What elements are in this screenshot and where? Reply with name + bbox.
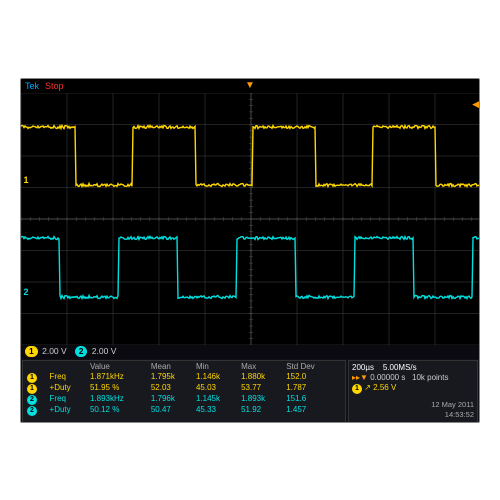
- record-points: 10k points: [412, 373, 448, 382]
- trigger-position-icon: ▼: [245, 80, 255, 91]
- ch2-vdiv: 2.00 V: [92, 346, 117, 356]
- measurement-row: 2Freq1.893kHz1.796k1.145k1.893k151.6: [25, 394, 343, 405]
- brand-label: Tek: [25, 81, 39, 91]
- acquisition-info: 200µs 5.00MS/s ▸▸▼ 0.00000 s 10k points …: [348, 360, 478, 423]
- sample-rate: 5.00MS/s: [383, 363, 417, 372]
- measurement-table: ValueMeanMinMaxStd Dev1Freq1.871kHz1.795…: [22, 360, 346, 423]
- oscilloscope-screen: Tek Stop ▼ 1 2 ◀ 1 2.00 V 2 2.00 V Value: [20, 78, 480, 423]
- ch1-zero-marker: 1: [21, 175, 31, 185]
- trigger-level: 2.56 V: [373, 383, 396, 392]
- delay-value: 0.00000 s: [370, 373, 405, 382]
- trigger-ch-badge: 1: [352, 384, 362, 394]
- date-label: 12 May 2011: [352, 400, 474, 410]
- ch1-vdiv: 2.00 V: [42, 346, 67, 356]
- trigger-level-marker-icon: ◀: [472, 99, 479, 110]
- top-bar: Tek Stop ▼: [21, 79, 479, 93]
- trigger-edge-icon: ↗: [364, 383, 371, 392]
- bottom-section: 1 2.00 V 2 2.00 V ValueMeanMinMaxStd Dev…: [21, 345, 479, 423]
- channel-readout-row: 1 2.00 V 2 2.00 V: [21, 345, 479, 359]
- run-state: Stop: [45, 81, 64, 91]
- waveform-svg: [21, 93, 480, 345]
- measurement-row: 1+Duty51.95 %52.0345.0353.771.787: [25, 383, 343, 394]
- ch2-zero-marker: 2: [21, 287, 31, 297]
- time-label: 14:53:52: [352, 410, 474, 420]
- measurement-row: 2+Duty50.12 %50.4745.3351.921.457: [25, 405, 343, 416]
- delay-icon: ▸▸▼: [352, 373, 368, 382]
- ch2-badge: 2: [75, 346, 88, 357]
- timebase-div: 200µs: [352, 363, 374, 372]
- ch1-readout: 1 2.00 V: [25, 346, 67, 357]
- waveform-area: 1 2 ◀: [21, 93, 479, 345]
- ch1-badge: 1: [25, 346, 38, 357]
- ch2-readout: 2 2.00 V: [75, 346, 117, 357]
- measurement-row: 1Freq1.871kHz1.795k1.146k1.880k152.0: [25, 372, 343, 383]
